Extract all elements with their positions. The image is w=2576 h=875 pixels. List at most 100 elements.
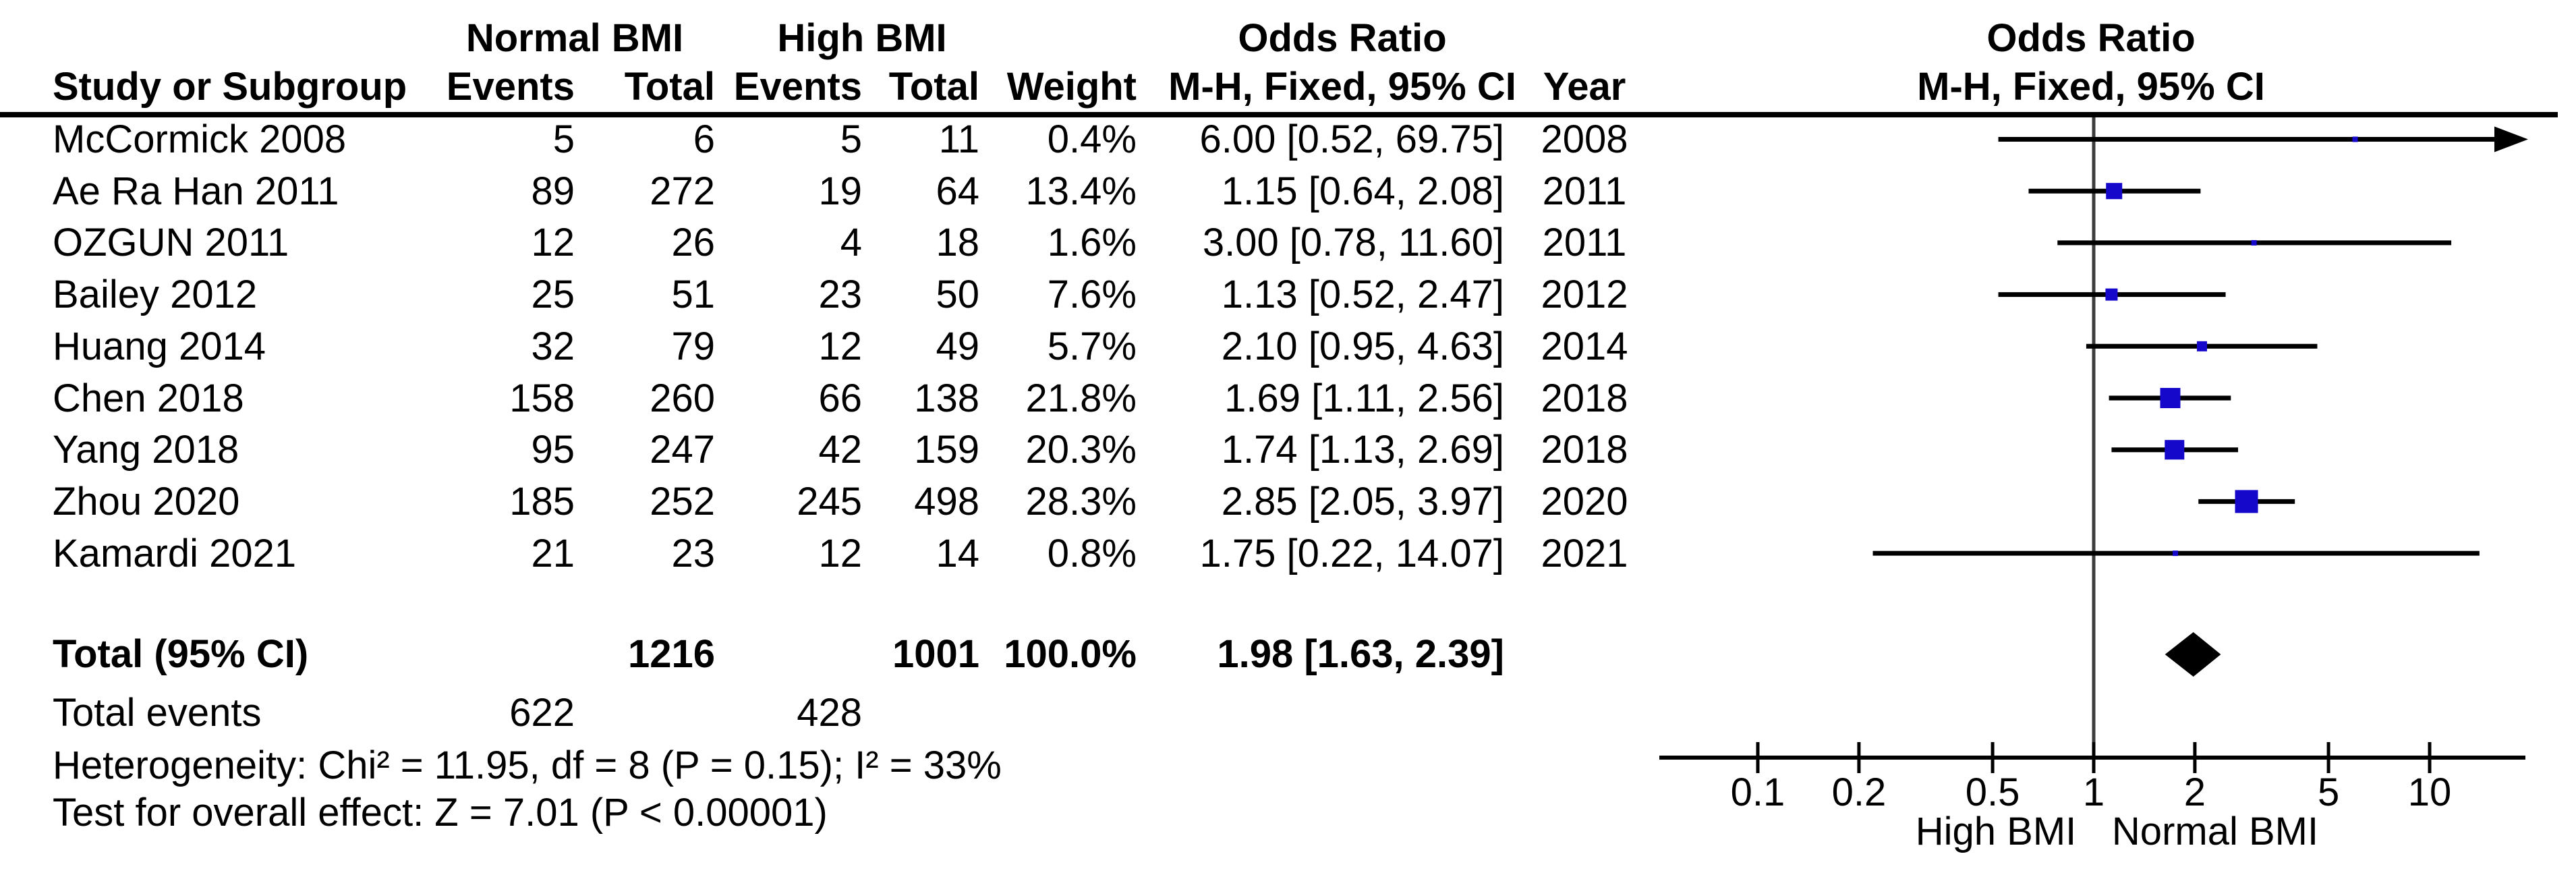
col-header-study: Study or Subgroup [53, 65, 407, 109]
col-header-high-events: Events [733, 65, 862, 109]
year-cell: 2011 [1542, 169, 1627, 213]
weight-cell: 7.6% [1047, 273, 1137, 317]
axis-tick-label: 1 [2082, 770, 2105, 814]
high-total-cell: 11 [938, 117, 979, 161]
study-label: OZGUN 2011 [53, 221, 289, 265]
high-total-cell: 138 [914, 376, 979, 420]
ci-clip-arrow-right-icon [2494, 126, 2528, 152]
normal-total-cell: 260 [650, 376, 715, 420]
or-ci-cell: 6.00 [0.52, 69.75] [1199, 117, 1504, 161]
high-total-cell: 14 [936, 531, 979, 575]
normal-events-cell: 25 [531, 273, 575, 317]
overall-effect-note: Test for overall effect: Z = 7.01 (P < 0… [53, 791, 828, 835]
col-header-year: Year [1543, 65, 1626, 109]
or-ci-cell: 1.75 [0.22, 14.07] [1199, 531, 1504, 575]
high-total-cell: 159 [914, 428, 979, 472]
high-events-cell: 245 [797, 479, 862, 524]
year-cell: 2018 [1541, 428, 1628, 472]
effect-square [2251, 239, 2257, 246]
study-label: Ae Ra Han 2011 [53, 169, 339, 213]
group-header-high-bmi: High BMI [777, 16, 947, 60]
normal-events-cell: 89 [531, 169, 575, 213]
effect-square [2235, 490, 2258, 513]
high-events-cell: 12 [818, 531, 862, 575]
group-header-normal-bmi: Normal BMI [465, 16, 684, 60]
plot-subtitle: M-H, Fixed, 95% CI [1917, 65, 2265, 109]
total-events-normal: 622 [509, 691, 575, 735]
normal-events-cell: 95 [531, 428, 575, 472]
effect-square [2106, 183, 2123, 200]
effect-square [2352, 136, 2358, 142]
axis-tick-label: 2 [2183, 770, 2206, 814]
total-row-label: Total (95% CI) [53, 632, 309, 676]
normal-total-cell: 6 [693, 117, 715, 161]
or-ci-cell: 2.85 [2.05, 3.97] [1221, 479, 1504, 524]
total-diamond [2165, 632, 2221, 677]
effect-square [2173, 551, 2179, 557]
study-label: Huang 2014 [53, 324, 266, 368]
high-events-cell: 5 [840, 117, 862, 161]
total-or-ci: 1.98 [1.63, 2.39] [1217, 632, 1504, 676]
or-ci-cell: 1.13 [0.52, 2.47] [1221, 273, 1504, 317]
total-events-label: Total events [53, 691, 262, 735]
plot-title: Odds Ratio [1986, 16, 2196, 60]
total-high-total: 1001 [892, 632, 979, 676]
year-cell: 2008 [1541, 117, 1628, 161]
heterogeneity-note: Heterogeneity: Chi² = 11.95, df = 8 (P =… [53, 743, 1002, 787]
effect-square [2160, 388, 2181, 408]
normal-total-cell: 51 [671, 273, 715, 317]
study-label: Kamardi 2021 [53, 531, 297, 575]
normal-events-cell: 32 [531, 324, 575, 368]
high-events-cell: 12 [818, 324, 862, 368]
col-header-normal-events: Events [446, 65, 575, 109]
total-normal-total: 1216 [627, 632, 715, 676]
normal-total-cell: 26 [671, 221, 715, 265]
study-label: Bailey 2012 [53, 273, 258, 317]
or-ci-cell: 1.15 [0.64, 2.08] [1221, 169, 1504, 213]
study-label: McCormick 2008 [53, 117, 347, 161]
high-total-cell: 50 [936, 273, 979, 317]
high-total-cell: 64 [936, 169, 979, 213]
study-label: Chen 2018 [53, 376, 244, 420]
or-ci-cell: 1.69 [1.11, 2.56] [1224, 376, 1504, 420]
normal-total-cell: 79 [671, 324, 715, 368]
axis-tick-label: 10 [2407, 770, 2452, 814]
or-ci-cell: 3.00 [0.78, 11.60] [1202, 221, 1504, 265]
axis-tick-label: 5 [2317, 770, 2340, 814]
total-events-high: 428 [797, 691, 862, 735]
header-rule [0, 112, 2558, 117]
high-total-cell: 18 [936, 221, 979, 265]
normal-events-cell: 12 [531, 221, 575, 265]
high-total-cell: 498 [914, 479, 979, 524]
normal-events-cell: 185 [509, 479, 575, 524]
axis-tick-label: 0.5 [1965, 770, 2020, 814]
normal-total-cell: 247 [650, 428, 715, 472]
high-events-cell: 42 [818, 428, 862, 472]
or-column-title: Odds Ratio [1238, 16, 1447, 60]
weight-cell: 13.4% [1025, 169, 1137, 213]
effect-square [2165, 440, 2185, 460]
weight-cell: 20.3% [1025, 428, 1137, 472]
year-cell: 2011 [1542, 221, 1627, 265]
study-label: Yang 2018 [53, 428, 239, 472]
normal-total-cell: 272 [650, 169, 715, 213]
study-label: Zhou 2020 [53, 479, 240, 524]
high-events-cell: 4 [840, 221, 862, 265]
effect-square [2105, 288, 2118, 301]
col-header-weight: Weight [1006, 65, 1137, 109]
col-header-high-total: Total [888, 65, 979, 109]
normal-events-cell: 158 [509, 376, 575, 420]
high-events-cell: 19 [818, 169, 862, 213]
axis-tick-label: 0.1 [1730, 770, 1785, 814]
high-events-cell: 23 [818, 273, 862, 317]
normal-events-cell: 5 [552, 117, 575, 161]
total-weight: 100.0% [1004, 632, 1137, 676]
year-cell: 2014 [1541, 324, 1628, 368]
col-header-normal-total: Total [624, 65, 715, 109]
weight-cell: 5.7% [1047, 324, 1137, 368]
normal-events-cell: 21 [531, 531, 575, 575]
effect-square [2196, 341, 2207, 351]
high-events-cell: 66 [818, 376, 862, 420]
